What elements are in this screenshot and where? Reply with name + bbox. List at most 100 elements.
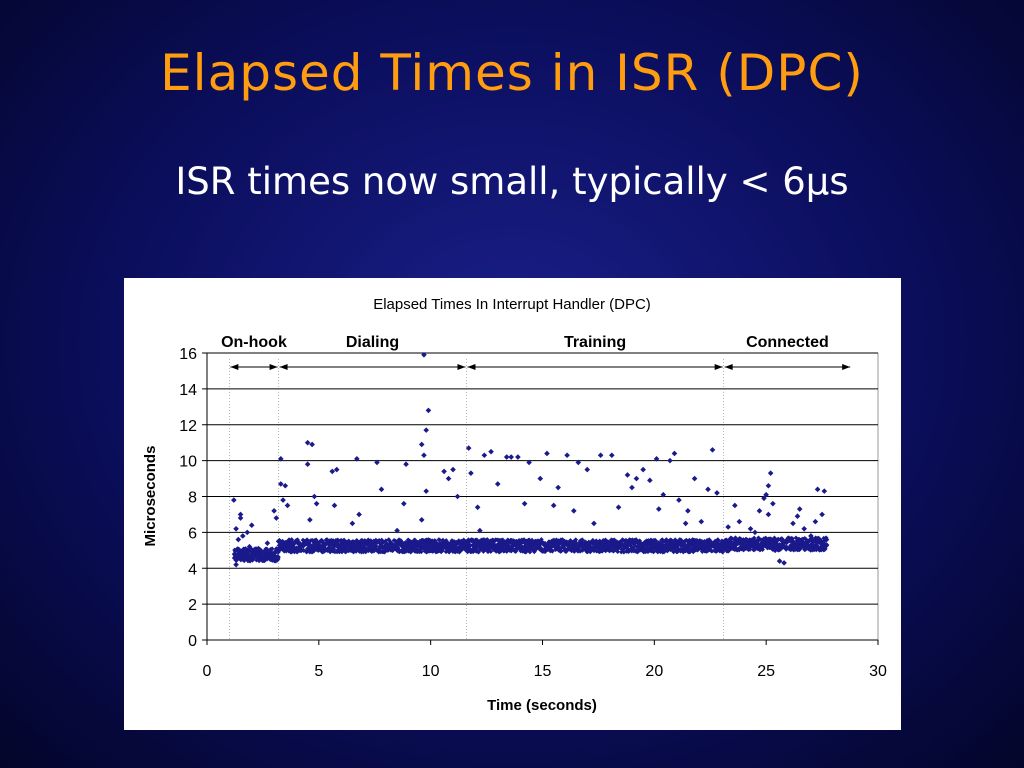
data-point: [356, 511, 362, 518]
band-point: [351, 540, 357, 546]
data-point: [785, 536, 792, 543]
data-point: [275, 538, 282, 545]
data-point: [609, 452, 615, 459]
data-point: [508, 454, 514, 460]
data-point: [307, 517, 313, 523]
band-point: [350, 542, 355, 548]
data-point: [676, 497, 682, 503]
band-point: [373, 543, 379, 549]
data-point: [244, 529, 251, 536]
data-point: [450, 466, 456, 473]
band-point: [705, 545, 711, 551]
data-point: [488, 448, 494, 455]
y-tick-label: 14: [179, 382, 197, 399]
band-point: [437, 537, 443, 543]
data-point: [441, 468, 447, 475]
y-tick-label: 10: [179, 454, 197, 471]
data-point: [736, 518, 743, 525]
band-point: [358, 543, 364, 549]
data-point: [237, 515, 244, 521]
data-point: [624, 472, 631, 478]
data-point: [794, 513, 801, 520]
data-point: [770, 500, 776, 507]
data-point: [756, 508, 763, 514]
data-point: [550, 502, 557, 509]
slide-title: Elapsed Times in ISR (DPC): [160, 44, 864, 102]
data-point: [233, 525, 239, 532]
data-point: [776, 558, 783, 564]
band-point: [474, 545, 480, 551]
data-points: [231, 351, 830, 568]
band-point: [300, 537, 306, 543]
band-point: [542, 543, 547, 549]
phase-label: Training: [564, 334, 626, 351]
band-point: [457, 545, 463, 551]
data-point: [284, 502, 291, 509]
x-tick-label: 5: [314, 663, 323, 680]
band-point: [795, 544, 800, 549]
band-point: [264, 556, 270, 562]
data-point: [656, 506, 662, 512]
band-point: [772, 535, 777, 541]
y-tick-label: 12: [179, 418, 197, 435]
data-point: [309, 441, 315, 448]
band-point: [614, 539, 620, 545]
band-point: [232, 548, 238, 554]
band-point: [433, 543, 439, 549]
data-point: [763, 491, 769, 498]
data-point: [761, 495, 767, 502]
data-point: [333, 466, 340, 473]
data-point: [278, 481, 284, 487]
data-point: [698, 518, 705, 525]
band-point: [250, 557, 255, 563]
data-point: [251, 554, 257, 561]
data-point: [812, 518, 819, 525]
band-point: [564, 548, 570, 554]
band-point: [579, 537, 585, 543]
y-axis-label: Microseconds: [142, 446, 159, 547]
data-point: [743, 536, 749, 543]
band-point: [810, 546, 816, 552]
scatter-chart: Elapsed Times In Interrupt Handler (DPC)…: [142, 296, 887, 714]
band-point: [702, 543, 708, 548]
band-point: [553, 537, 559, 543]
band-point: [615, 549, 621, 555]
data-point: [772, 547, 778, 554]
data-point: [503, 454, 510, 460]
band-point: [538, 545, 543, 551]
band-point: [386, 537, 392, 543]
band-point: [545, 547, 551, 553]
data-point: [354, 456, 360, 462]
band-point: [824, 537, 830, 542]
band-point: [289, 537, 295, 542]
data-point: [248, 522, 255, 528]
band-point: [527, 549, 533, 555]
data-point: [714, 490, 720, 496]
data-point: [526, 459, 532, 466]
data-point: [423, 488, 429, 494]
data-point: [445, 475, 452, 482]
data-point: [401, 500, 407, 507]
band-point: [484, 537, 490, 542]
data-point: [425, 407, 432, 414]
gridlines: [207, 352, 879, 640]
data-point: [260, 551, 266, 557]
arrowhead: [842, 364, 851, 370]
band-point: [778, 546, 784, 552]
x-tick-label: 20: [645, 663, 663, 680]
data-point: [752, 529, 758, 536]
y-tick-label: 8: [188, 490, 197, 507]
data-point: [515, 454, 521, 460]
data-point: [521, 500, 528, 507]
data-point: [571, 508, 577, 514]
data-point: [494, 481, 501, 487]
data-point: [477, 527, 483, 534]
band-point: [513, 549, 519, 554]
data-point: [235, 536, 242, 543]
data-point: [575, 459, 582, 466]
band-point: [467, 543, 473, 548]
data-point: [597, 452, 604, 459]
band-point: [611, 548, 617, 554]
data-point: [685, 508, 691, 514]
data-point: [421, 452, 427, 459]
